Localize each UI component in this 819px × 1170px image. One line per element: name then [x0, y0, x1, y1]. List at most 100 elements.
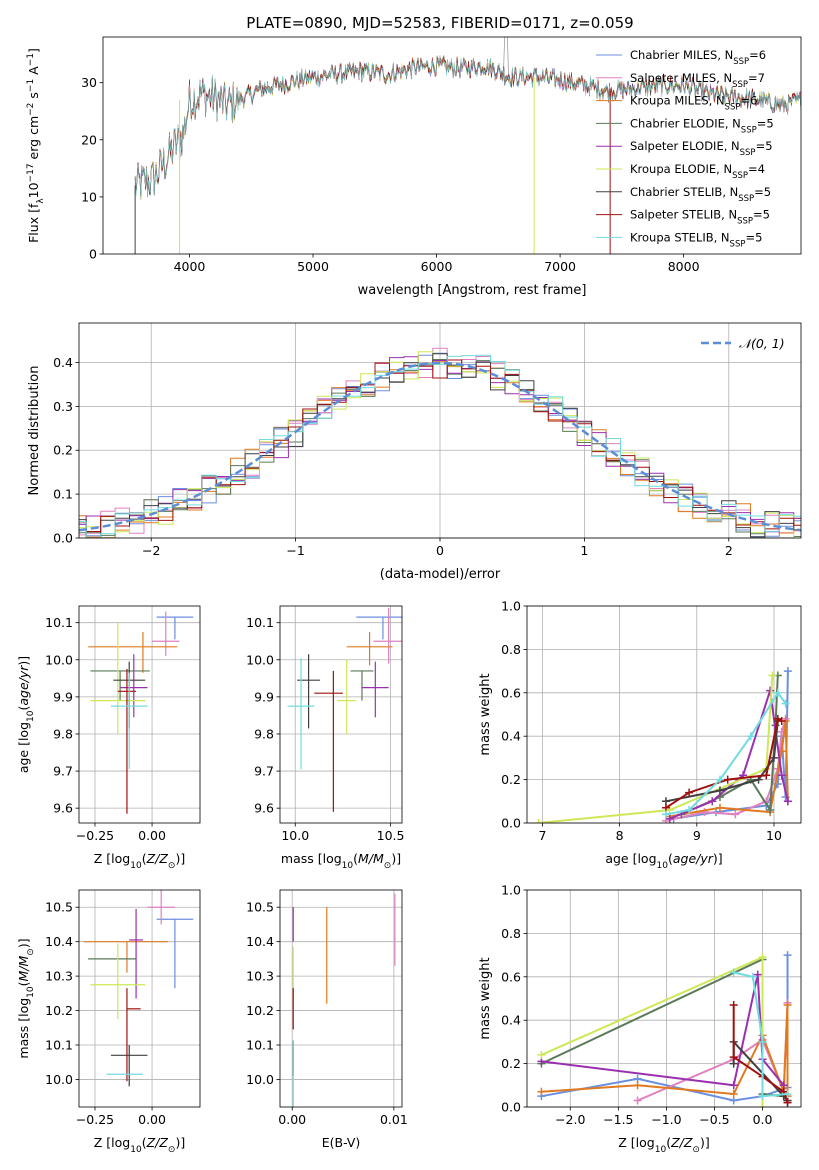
x-tick-label: −0.25	[76, 1112, 114, 1127]
mass_vs_Z-grid	[79, 890, 200, 1107]
weight-marker-salpeter-stelib	[729, 1001, 738, 1010]
mass_vs_ebv-grid	[280, 890, 402, 1107]
y-axis-label: Flux [fλ10−17 erg cm−2 s−1 A−1]	[26, 48, 46, 243]
y-axis-label: age [log10(age/yr)]	[16, 656, 36, 773]
legend-label-kroupa-elodie: Kroupa ELODIE, NSSP=4	[630, 162, 765, 181]
y-tick-label: 0.0	[53, 531, 73, 546]
hist-step-salpeter-stelib	[79, 359, 801, 532]
y-axis-label: mass [log10(M/M⊙)]	[16, 938, 36, 1058]
x-tick-label: −2.0	[555, 1112, 585, 1127]
x-axis-label: wavelength [Angstrom, rest frame]	[358, 283, 587, 298]
weight_vs_age-plot-area	[534, 667, 792, 823]
weight-marker-salpeter-stelib	[777, 717, 786, 726]
y-tick-label: 9.6	[254, 801, 274, 816]
x-tick-label: 0	[436, 543, 444, 558]
y-tick-label: 0	[89, 247, 97, 262]
y-tick-label: 9.7	[254, 764, 274, 779]
weight-marker-kroupa-miles	[729, 1089, 738, 1098]
y-tick-label: 0.2	[501, 772, 521, 787]
weight-line-kroupa-miles	[541, 1004, 789, 1097]
weight-marker-kroupa-miles	[537, 1087, 546, 1096]
weight-marker-kroupa-miles	[783, 1001, 792, 1010]
y-tick-label: 10.4	[246, 934, 274, 949]
x-axis-label: Z [log10(Z/Z⊙)]	[618, 1135, 709, 1155]
weight-marker-kroupa-elodie	[758, 953, 767, 962]
y-tick-label: 0.1	[53, 487, 73, 502]
residual-histogram-panel: −2 −1 0 1 2 0.0 0.1 0.2 0.3 0.4 𝒩(0, 1) (data-model…	[27, 322, 802, 582]
y-tick-label: 10.3	[246, 969, 274, 984]
x-tick-label: 2	[725, 543, 733, 558]
x-tick-label: 7000	[544, 259, 576, 274]
y-tick-label: 10.5	[45, 900, 73, 915]
x-tick-label: 4000	[174, 259, 206, 274]
weight_vs_age-grid	[527, 605, 801, 824]
weight-marker-kroupa-miles	[633, 1081, 642, 1090]
y-tick-label: 10.1	[45, 1038, 73, 1053]
weight-marker-kroupa-stelib	[746, 732, 755, 741]
x-tick-label: −1.0	[651, 1112, 681, 1127]
weight-marker-kroupa-elodie	[534, 819, 543, 823]
x-axis-label: E(B-V)	[322, 1135, 361, 1150]
age_vs_Z-plot-area	[88, 611, 194, 814]
legend-label-chabrier-miles: Chabrier MILES, NSSP=6	[630, 48, 766, 67]
x-tick-label: 0.00	[138, 828, 166, 843]
weight-marker-salpeter-elodie	[777, 771, 786, 780]
y-tick-label: 10.1	[45, 615, 73, 630]
x-axis-label: Z [log10(Z/Z⊙)]	[94, 1135, 185, 1155]
x-tick-label: 0.0	[753, 1112, 773, 1127]
weight-marker-kroupa-stelib	[783, 1089, 792, 1098]
y-tick-label: 10.0	[45, 652, 73, 667]
weight-line-salpeter-miles	[637, 1002, 789, 1102]
weight-marker-salpeter-stelib	[762, 771, 771, 780]
weight-marker-salpeter-stelib	[729, 1053, 738, 1062]
weight-marker-salpeter-stelib	[783, 1098, 792, 1107]
x-axis-label: mass [log10(M/M⊙)]	[281, 851, 401, 871]
x-tick-label: 7	[538, 828, 546, 843]
y-tick-label: 1.0	[501, 883, 521, 898]
y-tick-label: 1.0	[501, 599, 521, 614]
axes-frame	[102, 36, 802, 255]
weight-marker-kroupa-elodie	[537, 1050, 546, 1059]
y-tick-label: 0.0	[501, 1100, 521, 1115]
axes-frame	[526, 605, 802, 824]
mass_vs_ebv-plot-area	[292, 893, 396, 1107]
y-tick-label: 10.3	[45, 969, 73, 984]
legend-label-salpeter-miles: Salpeter MILES, NSSP=7	[630, 71, 765, 90]
hist-step-chabrier-stelib	[79, 353, 801, 538]
legend-label-chabrier-stelib: Chabrier STELIB, NSSP=5	[630, 185, 771, 204]
weight-marker-kroupa-stelib	[758, 1037, 767, 1046]
weight-marker-chabrier-miles	[783, 667, 792, 676]
x-tick-label: −2	[142, 543, 160, 558]
weight_vs_Z-plot-area	[537, 951, 792, 1107]
y-tick-label: 0.8	[501, 642, 521, 657]
x-tick-label: −1	[286, 543, 304, 558]
y-tick-label: 9.6	[53, 801, 73, 816]
y-tick-label: 10.5	[246, 900, 274, 915]
weight-line-kroupa-elodie	[538, 675, 774, 823]
spectrum-panel: 4000 5000 6000 7000 8000 0 10 20 30 Chabrier MILE…	[26, 36, 802, 298]
mass_vs_Z-plot-area	[83, 890, 194, 1087]
axes-frame	[78, 605, 201, 824]
hist-step-kroupa-miles	[79, 360, 801, 538]
axes-frame	[78, 322, 802, 539]
x-tick-label: −0.5	[699, 1112, 729, 1127]
legend-label-gaussian: 𝒩(0, 1)	[739, 336, 785, 351]
weight-vs-metallicity-panel: −2.0 −1.5 −1.0 −0.5 0.0 0.0 0.2 0.4 0.6 0.8 1.0 Z […	[478, 883, 802, 1155]
y-tick-label: 10.2	[45, 1003, 73, 1018]
y-tick-label: 0.4	[501, 1013, 521, 1028]
spectrum-plot-area	[134, 37, 801, 254]
y-tick-label: 0.2	[501, 1056, 521, 1071]
mass-vs-ebv-panel: 0.00 0.01 10.0 10.1 10.2 10.3 10.4 10.5 E(B-V)	[246, 889, 408, 1150]
weight-line-chabrier-stelib	[732, 1039, 789, 1102]
weight-line-kroupa-miles	[669, 720, 789, 818]
hist-step-kroupa-stelib	[79, 354, 801, 538]
y-tick-label: 9.7	[53, 764, 73, 779]
weight-marker-salpeter-miles	[731, 810, 740, 819]
weight-marker-kroupa-stelib	[781, 699, 790, 708]
x-tick-label: 10	[766, 828, 782, 843]
legend-label-chabrier-elodie: Chabrier ELODIE, NSSP=5	[630, 116, 774, 135]
x-tick-label: 8	[616, 828, 624, 843]
x-tick-label: 5000	[297, 259, 329, 274]
weight-marker-salpeter-miles	[633, 1096, 642, 1105]
